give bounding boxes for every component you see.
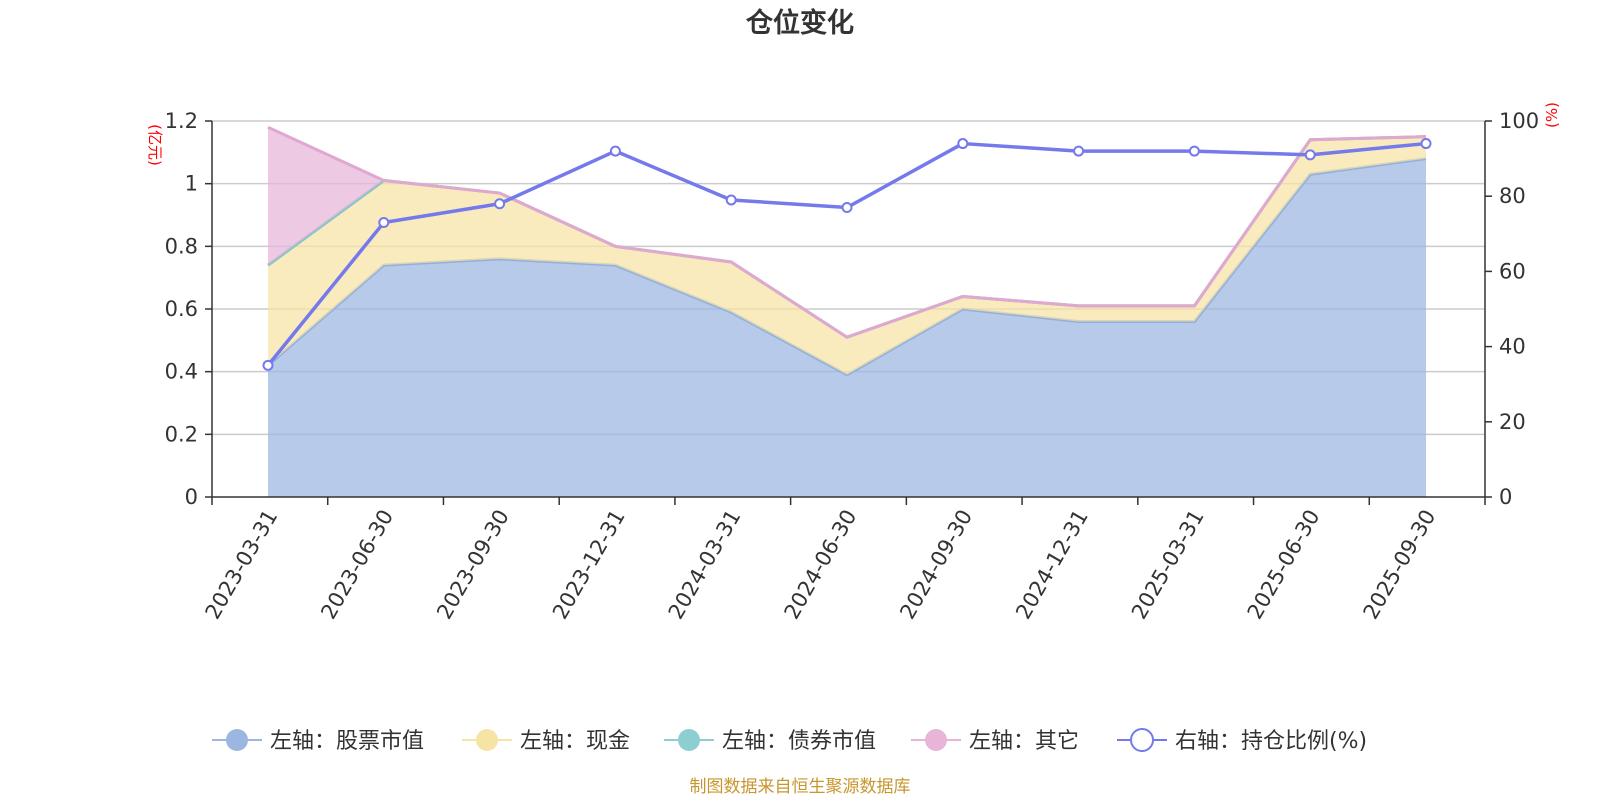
legend-marker-circle (678, 729, 700, 751)
x-axis-tick-label: 2024-06-30 (780, 506, 862, 624)
right-axis-unit: (%) (1543, 102, 1561, 128)
legend-marker-circle (925, 729, 947, 751)
right-axis-tick-label: 60 (1499, 259, 1526, 283)
left-axis-tick-label: 1.2 (165, 109, 198, 133)
legend-label: 左轴：其它 (969, 729, 1079, 754)
right-axis-tick-label: 80 (1499, 184, 1526, 208)
x-axis-tick-label: 2025-06-30 (1243, 506, 1325, 624)
legend-marker-hollow-circle (1130, 728, 1154, 752)
x-axis-tick-label: 2025-03-31 (1127, 506, 1209, 624)
holding-ratio-line (262, 138, 1432, 371)
area-0 (268, 158, 1426, 497)
ratio-point (1073, 145, 1085, 157)
right-axis-tick-label: 40 (1499, 335, 1526, 359)
chart-title: 仓位变化 (745, 7, 854, 39)
legend-label: 左轴：现金 (520, 729, 630, 754)
ratio-point (378, 217, 390, 229)
x-axis-tick-label: 2024-12-31 (1011, 506, 1093, 624)
x-axis-tick-label: 2025-09-30 (1359, 506, 1441, 624)
legend-label: 左轴：股票市值 (270, 729, 424, 754)
right-axis-tick-label: 20 (1499, 410, 1526, 434)
left-axis-unit: (亿元) (146, 124, 164, 166)
ratio-point (1420, 138, 1432, 150)
stacked-areas (267, 125, 1427, 497)
ratio-point (957, 138, 969, 150)
ratio-point (1304, 149, 1316, 161)
left-axis-tick-label: 0.2 (165, 422, 198, 446)
legend: 左轴：股票市值 左轴：现金 左轴：债券市值 左轴：其它 右轴：持仓比例(%) (212, 728, 1367, 754)
ratio-point (841, 201, 853, 213)
area-1 (268, 136, 1426, 375)
source-note: 制图数据来自恒生聚源数据库 (690, 777, 911, 797)
left-axis-tick-label: 0.6 (165, 297, 198, 321)
legend-marker-circle (226, 729, 248, 751)
legend-label: 左轴：债券市值 (722, 729, 876, 754)
x-axis-tick-label: 2023-09-30 (432, 505, 514, 623)
legend-label: 右轴：持仓比例(%) (1175, 729, 1367, 754)
ratio-point (262, 359, 274, 371)
left-axis-tick-label: 0.4 (165, 360, 198, 384)
ratio-point (609, 145, 621, 157)
x-axis-tick-label: 2023-06-30 (316, 506, 398, 624)
right-axis-tick-label: 100 (1499, 109, 1539, 133)
area-edge-3 (267, 125, 1427, 339)
legend-marker-circle (476, 729, 498, 751)
x-axis-tick-label: 2023-03-31 (201, 506, 283, 624)
left-axis-tick-label: 0 (185, 485, 198, 509)
left-axis-tick-label: 1 (185, 172, 198, 196)
x-axis-tick-label: 2023-12-31 (548, 506, 630, 624)
x-axis-tick-label: 2024-09-30 (895, 506, 977, 624)
ratio-point (725, 194, 737, 206)
left-axis-tick-label: 0.8 (165, 234, 198, 258)
ratio-point (1188, 145, 1200, 157)
x-axis-tick-label: 2024-03-31 (664, 506, 746, 624)
right-axis-tick-label: 0 (1499, 485, 1512, 509)
ratio-point (494, 198, 506, 210)
